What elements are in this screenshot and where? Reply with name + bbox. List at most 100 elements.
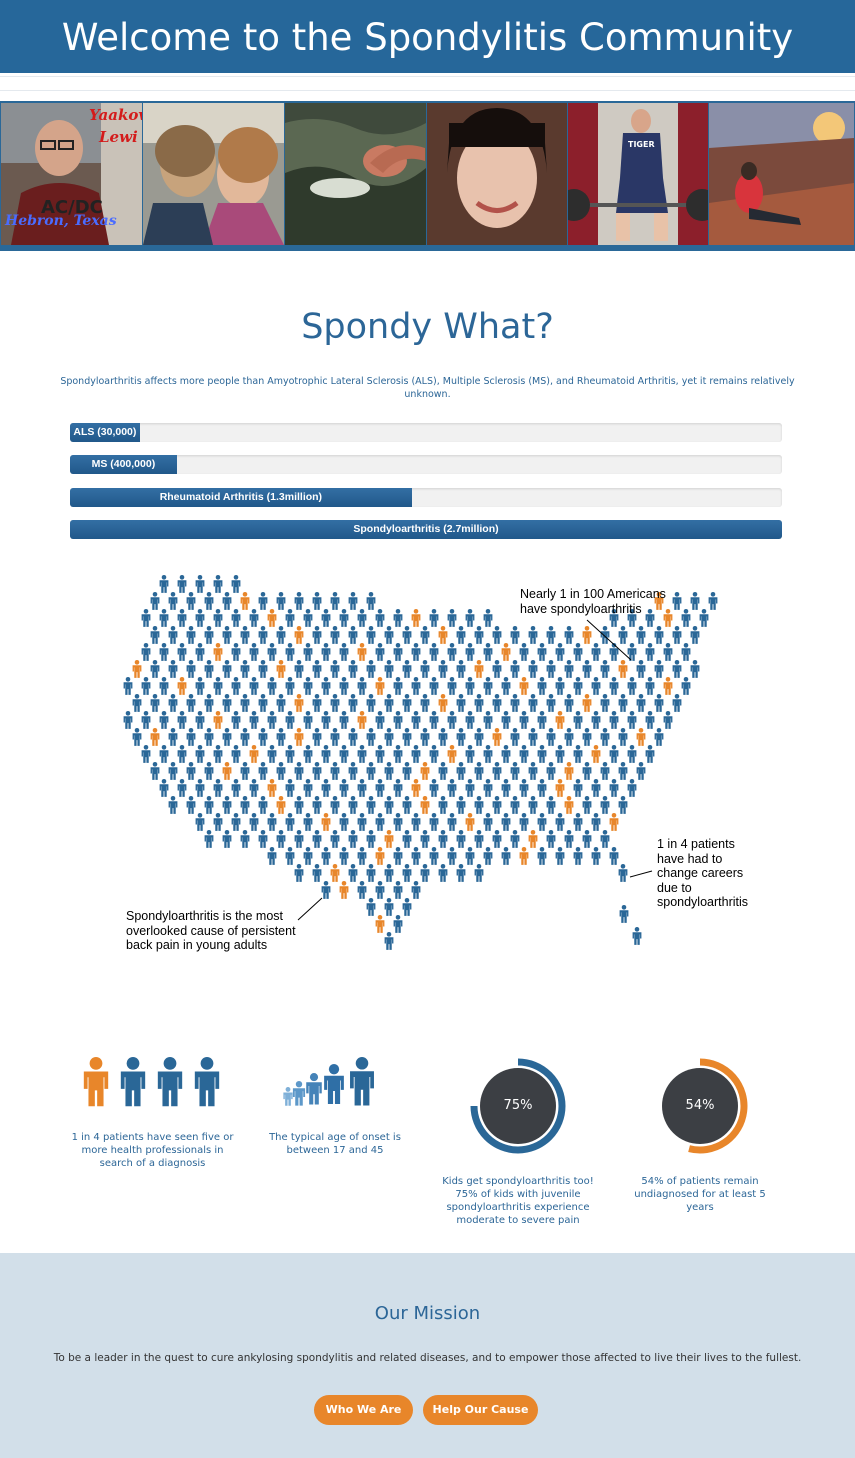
person-icon <box>564 626 574 644</box>
person-icon <box>222 592 232 610</box>
person-icon <box>348 694 358 712</box>
person-icon <box>357 813 367 831</box>
person-icon <box>150 592 160 610</box>
person-icon <box>474 864 484 882</box>
person-icon <box>366 728 376 746</box>
person-icon <box>510 728 520 746</box>
person-icon <box>537 643 547 661</box>
person-icon <box>240 796 250 814</box>
person-icon <box>555 711 565 729</box>
person-icon <box>474 762 484 780</box>
person-icon <box>618 694 628 712</box>
person-icon <box>492 762 502 780</box>
person-icon <box>258 830 268 848</box>
person-icon <box>456 626 466 644</box>
person-icon <box>618 728 628 746</box>
person-icon <box>528 626 538 644</box>
person-icon <box>303 711 313 729</box>
person-icon <box>321 881 331 899</box>
person-icon <box>357 677 367 695</box>
person-icon <box>528 728 538 746</box>
person-icon <box>636 660 646 678</box>
person-icon <box>447 711 457 729</box>
person-icon <box>231 813 241 831</box>
person-icon <box>537 813 547 831</box>
person-icon <box>555 813 565 831</box>
person-icon <box>420 864 430 882</box>
person-icon <box>519 711 529 729</box>
person-icon <box>465 745 475 763</box>
person-icon <box>681 643 691 661</box>
person-icon <box>141 643 151 661</box>
person-icon <box>276 626 286 644</box>
person-icon <box>276 728 286 746</box>
person-icon <box>357 745 367 763</box>
person-icon <box>292 1081 306 1106</box>
person-icon <box>501 779 511 797</box>
person-icon <box>321 643 331 661</box>
person-icon <box>213 643 223 661</box>
person-icon <box>438 830 448 848</box>
person-icon <box>546 762 556 780</box>
person-icon <box>123 711 133 729</box>
person-icon <box>150 762 160 780</box>
person-icon <box>528 830 538 848</box>
person-icon <box>573 711 583 729</box>
person-icon <box>303 609 313 627</box>
person-icon <box>591 643 601 661</box>
person-icon <box>384 898 394 916</box>
person-icon <box>240 694 250 712</box>
person-icon <box>636 694 646 712</box>
person-icon <box>276 830 286 848</box>
person-icon <box>321 779 331 797</box>
person-icon <box>402 898 412 916</box>
person-icon <box>231 643 241 661</box>
person-icon <box>600 694 610 712</box>
person-icon <box>375 813 385 831</box>
person-icon <box>141 745 151 763</box>
person-icon <box>474 796 484 814</box>
person-icon <box>303 813 313 831</box>
person-icon <box>591 847 601 865</box>
person-icon <box>330 660 340 678</box>
person-icon <box>429 609 439 627</box>
person-icon <box>267 745 277 763</box>
person-icon <box>420 728 430 746</box>
person-icon <box>285 745 295 763</box>
who-we-are-button[interactable]: Who We Are <box>314 1395 413 1425</box>
person-icon <box>312 694 322 712</box>
person-icon <box>492 728 502 746</box>
person-icon <box>240 762 250 780</box>
person-icon <box>195 575 205 593</box>
person-icon <box>330 626 340 644</box>
person-icon <box>204 592 214 610</box>
help-our-cause-button[interactable]: Help Our Cause <box>423 1395 538 1425</box>
person-icon <box>222 626 232 644</box>
person-icon <box>375 711 385 729</box>
person-icon <box>402 626 412 644</box>
person-icon <box>177 711 187 729</box>
person-icon <box>195 813 205 831</box>
person-icon <box>591 745 601 763</box>
person-icon <box>474 626 484 644</box>
person-icon <box>519 779 529 797</box>
person-icon <box>285 643 295 661</box>
person-icon <box>546 626 556 644</box>
growing-people-icon <box>282 1057 387 1109</box>
person-icon <box>168 626 178 644</box>
person-icon <box>312 592 322 610</box>
person-icon <box>285 847 295 865</box>
person-icon <box>546 830 556 848</box>
person-icon <box>411 643 421 661</box>
person-icon <box>204 728 214 746</box>
person-icon <box>330 830 340 848</box>
person-icon <box>231 609 241 627</box>
person-icon <box>303 779 313 797</box>
person-icon <box>393 745 403 763</box>
person-icon <box>582 762 592 780</box>
person-icon <box>120 1057 146 1107</box>
person-icon <box>483 711 493 729</box>
person-icon <box>447 847 457 865</box>
person-icon <box>186 762 196 780</box>
person-icon <box>636 762 646 780</box>
